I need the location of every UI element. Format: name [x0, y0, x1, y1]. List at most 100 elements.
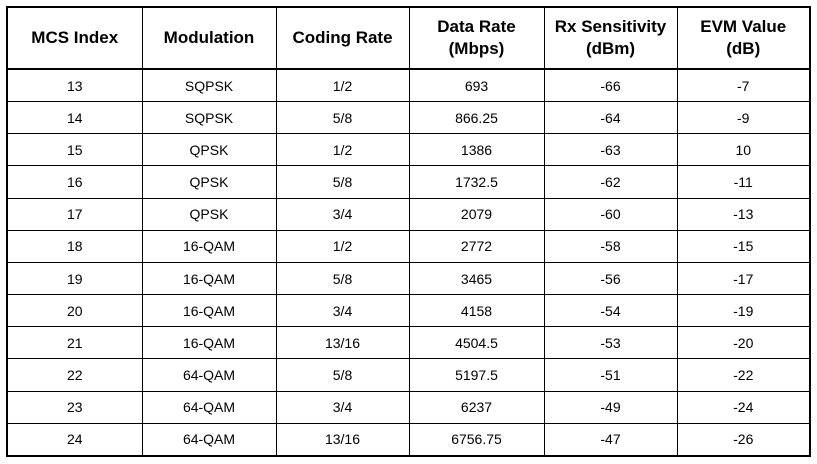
mcs-index-cell: 14 [6, 101, 143, 135]
header-mcs-index-text: MCS Index [31, 28, 119, 47]
data-rate-cell: 6237 [408, 390, 545, 424]
mcs-index-cell: 16 [6, 165, 143, 199]
modulation-cell: 64-QAM [141, 422, 277, 457]
data-rate-cell: 693 [408, 68, 545, 103]
header-data-rate: Data Rate (Mbps) [408, 6, 545, 70]
data-rate-cell: 866.25 [408, 101, 545, 135]
table-row: 13 SQPSK 1/2 693 -66 -7 [6, 68, 811, 103]
header-rx-sensitivity: Rx Sensitivity (dBm) [543, 6, 678, 70]
table-row: 21 16-QAM 13/16 4504.5 -53 -20 [6, 326, 811, 360]
rx-sensitivity-cell: -58 [543, 229, 678, 263]
table-row: 23 64-QAM 3/4 6237 -49 -24 [6, 390, 811, 424]
data-rate-cell: 3465 [408, 261, 545, 296]
coding-rate-cell: 1/2 [275, 133, 410, 167]
data-rate-cell: 6756.75 [408, 422, 545, 457]
header-rx-sensitivity-text: Rx Sensitivity [554, 17, 667, 36]
evm-value-cell: -7 [676, 68, 811, 103]
mcs-index-cell: 22 [6, 358, 143, 392]
evm-value-cell: -24 [676, 390, 811, 424]
evm-value-cell: -26 [676, 422, 811, 457]
table-row: 17 QPSK 3/4 2079 -60 -13 [6, 197, 811, 231]
modulation-cell: QPSK [141, 165, 277, 199]
rx-sensitivity-cell: -49 [543, 390, 678, 424]
rx-sensitivity-cell: -66 [543, 68, 678, 103]
mcs-index-cell: 17 [6, 197, 143, 231]
rx-sensitivity-cell: -54 [543, 294, 678, 328]
table-body: 13 SQPSK 1/2 693 -66 -7 14 SQPSK 5/8 866.25 -64 -9 1… [6, 68, 811, 457]
table-row: 24 64-QAM 13/16 6756.75 -47 -26 [6, 422, 811, 457]
coding-rate-cell: 3/4 [275, 197, 410, 231]
coding-rate-cell: 3/4 [275, 390, 410, 424]
mcs-index-cell: 23 [6, 390, 143, 424]
rx-sensitivity-cell: -63 [543, 133, 678, 167]
table-row: 20 16-QAM 3/4 4158 -54 -19 [6, 294, 811, 328]
coding-rate-cell: 5/8 [275, 261, 410, 296]
table-row: 22 64-QAM 5/8 5197.5 -51 -22 [6, 358, 811, 392]
data-rate-cell: 5197.5 [408, 358, 545, 392]
header-evm-value: EVM Value (dB) [676, 6, 811, 70]
table-row: 18 16-QAM 1/2 2772 -58 -15 [6, 229, 811, 263]
modulation-cell: 16-QAM [141, 294, 277, 328]
rx-sensitivity-cell: -64 [543, 101, 678, 135]
data-rate-cell: 2772 [408, 229, 545, 263]
coding-rate-cell: 5/8 [275, 358, 410, 392]
rx-sensitivity-cell: -51 [543, 358, 678, 392]
data-rate-cell: 1732.5 [408, 165, 545, 199]
mcs-index-cell: 19 [6, 261, 143, 296]
data-rate-cell: 1386 [408, 133, 545, 167]
evm-value-cell: -13 [676, 197, 811, 231]
data-rate-cell: 2079 [408, 197, 545, 231]
table-row: 14 SQPSK 5/8 866.25 -64 -9 [6, 101, 811, 135]
mcs-table-container: MCS Index Modulation Coding Rate Data Ra… [6, 6, 811, 457]
modulation-cell: 64-QAM [141, 390, 277, 424]
header-data-rate-text: Data Rate [437, 17, 516, 36]
rx-sensitivity-cell: -53 [543, 326, 678, 360]
table-row: 16 QPSK 5/8 1732.5 -62 -11 [6, 165, 811, 199]
mcs-index-cell: 13 [6, 68, 143, 103]
coding-rate-cell: 1/2 [275, 68, 410, 103]
header-modulation-text: Modulation [163, 28, 255, 47]
evm-value-cell: -20 [676, 326, 811, 360]
mcs-index-cell: 21 [6, 326, 143, 360]
modulation-cell: 64-QAM [141, 358, 277, 392]
table-row: 19 16-QAM 5/8 3465 -56 -17 [6, 261, 811, 296]
coding-rate-cell: 1/2 [275, 229, 410, 263]
evm-value-cell: -9 [676, 101, 811, 135]
evm-value-cell: -15 [676, 229, 811, 263]
header-evm-value-text: EVM Value [700, 17, 787, 36]
mcs-table: MCS Index Modulation Coding Rate Data Ra… [6, 6, 811, 457]
rx-sensitivity-cell: -62 [543, 165, 678, 199]
evm-value-cell: -19 [676, 294, 811, 328]
evm-value-cell: -17 [676, 261, 811, 296]
header-mcs-index: MCS Index [6, 6, 143, 70]
coding-rate-cell: 13/16 [275, 422, 410, 457]
header-evm-value-unit: (dB) [726, 39, 761, 58]
coding-rate-cell: 3/4 [275, 294, 410, 328]
modulation-cell: QPSK [141, 133, 277, 167]
rx-sensitivity-cell: -47 [543, 422, 678, 457]
mcs-index-cell: 24 [6, 422, 143, 457]
modulation-cell: SQPSK [141, 101, 277, 135]
evm-value-cell: 10 [676, 133, 811, 167]
evm-value-cell: -11 [676, 165, 811, 199]
table-header: MCS Index Modulation Coding Rate Data Ra… [6, 6, 811, 70]
rx-sensitivity-cell: -56 [543, 261, 678, 296]
rx-sensitivity-cell: -60 [543, 197, 678, 231]
table-row: 15 QPSK 1/2 1386 -63 10 [6, 133, 811, 167]
header-data-rate-unit: (Mbps) [448, 39, 505, 58]
modulation-cell: 16-QAM [141, 229, 277, 263]
data-rate-cell: 4158 [408, 294, 545, 328]
header-modulation: Modulation [141, 6, 277, 70]
coding-rate-cell: 13/16 [275, 326, 410, 360]
modulation-cell: QPSK [141, 197, 277, 231]
header-coding-rate-text: Coding Rate [292, 28, 393, 47]
modulation-cell: 16-QAM [141, 261, 277, 296]
modulation-cell: SQPSK [141, 68, 277, 103]
coding-rate-cell: 5/8 [275, 165, 410, 199]
modulation-cell: 16-QAM [141, 326, 277, 360]
data-rate-cell: 4504.5 [408, 326, 545, 360]
mcs-index-cell: 20 [6, 294, 143, 328]
header-coding-rate: Coding Rate [275, 6, 410, 70]
header-rx-sensitivity-unit: (dBm) [585, 39, 636, 58]
evm-value-cell: -22 [676, 358, 811, 392]
